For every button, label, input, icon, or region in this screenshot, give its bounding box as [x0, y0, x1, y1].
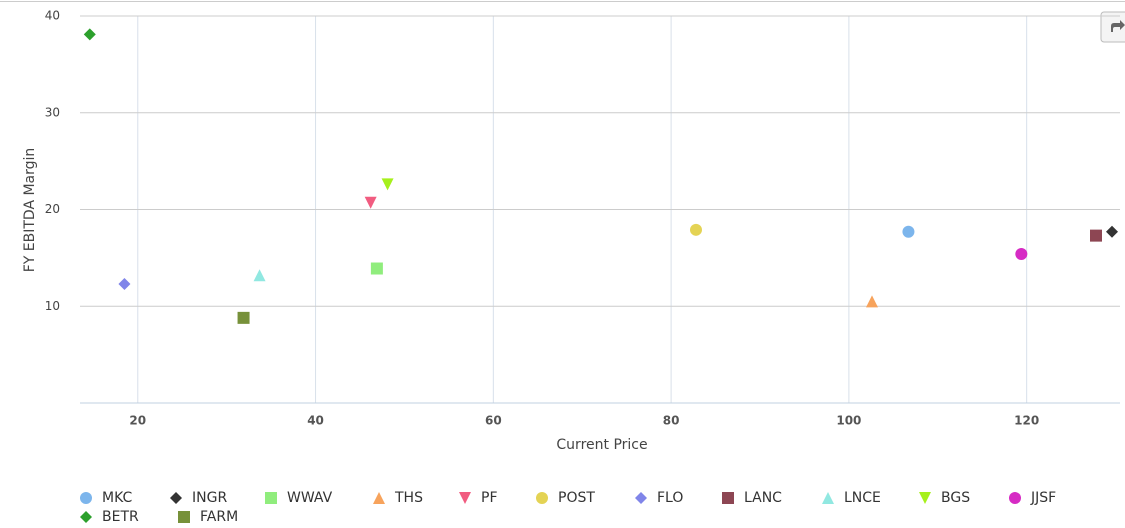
y-tick-label: 20 — [45, 202, 60, 216]
x-tick-label: 100 — [836, 414, 861, 428]
legend-label[interactable]: BGS — [941, 490, 970, 506]
legend-label[interactable]: FARM — [200, 509, 238, 525]
legend-label[interactable]: BETR — [102, 509, 139, 525]
point — [237, 311, 250, 324]
x-tick-label: 120 — [1014, 414, 1039, 428]
point — [902, 225, 915, 238]
y-axis-label: FY EBITDA Margin — [22, 148, 38, 273]
legend-label[interactable]: INGR — [192, 490, 227, 506]
legend-marker — [1009, 492, 1021, 504]
legend-marker — [373, 492, 385, 504]
point — [1106, 225, 1118, 238]
x-axis-label: Current Price — [556, 437, 647, 453]
legend-label[interactable]: PF — [481, 490, 498, 506]
y-tick-label: 30 — [45, 105, 60, 119]
legend-label[interactable]: POST — [558, 490, 595, 506]
legend-marker — [635, 492, 647, 504]
legend-marker — [170, 492, 182, 504]
legend-marker — [265, 492, 277, 504]
legend-label[interactable]: LANC — [744, 490, 782, 506]
y-tick-label: 40 — [45, 9, 60, 23]
legend-marker — [178, 511, 190, 523]
export-button[interactable] — [1100, 11, 1125, 43]
legend-label[interactable]: THS — [394, 490, 423, 506]
x-tick-label: 60 — [485, 414, 502, 428]
point — [1015, 248, 1028, 261]
legend-marker — [919, 492, 931, 504]
legend-marker — [722, 492, 734, 504]
x-tick-label: 40 — [307, 414, 324, 428]
legend-marker — [536, 492, 548, 504]
legend-marker — [822, 492, 834, 504]
point — [381, 178, 394, 191]
legend-label[interactable]: JJSF — [1030, 490, 1056, 506]
legend-label[interactable]: WWAV — [287, 490, 333, 506]
y-tick-label: 10 — [45, 299, 60, 313]
legend-marker — [80, 492, 92, 504]
point — [1090, 229, 1102, 242]
legend-marker — [459, 492, 471, 504]
point — [370, 262, 383, 275]
point — [253, 269, 266, 282]
point — [118, 277, 131, 290]
legend-marker — [80, 511, 92, 523]
point — [866, 295, 878, 308]
x-tick-label: 80 — [663, 414, 680, 428]
point — [83, 28, 96, 41]
point — [690, 223, 702, 236]
legend-label[interactable]: MKC — [102, 490, 132, 506]
point — [364, 196, 377, 209]
legend-label[interactable]: LNCE — [844, 490, 881, 506]
legend-label[interactable]: FLO — [657, 490, 683, 506]
x-tick-label: 20 — [129, 414, 146, 428]
